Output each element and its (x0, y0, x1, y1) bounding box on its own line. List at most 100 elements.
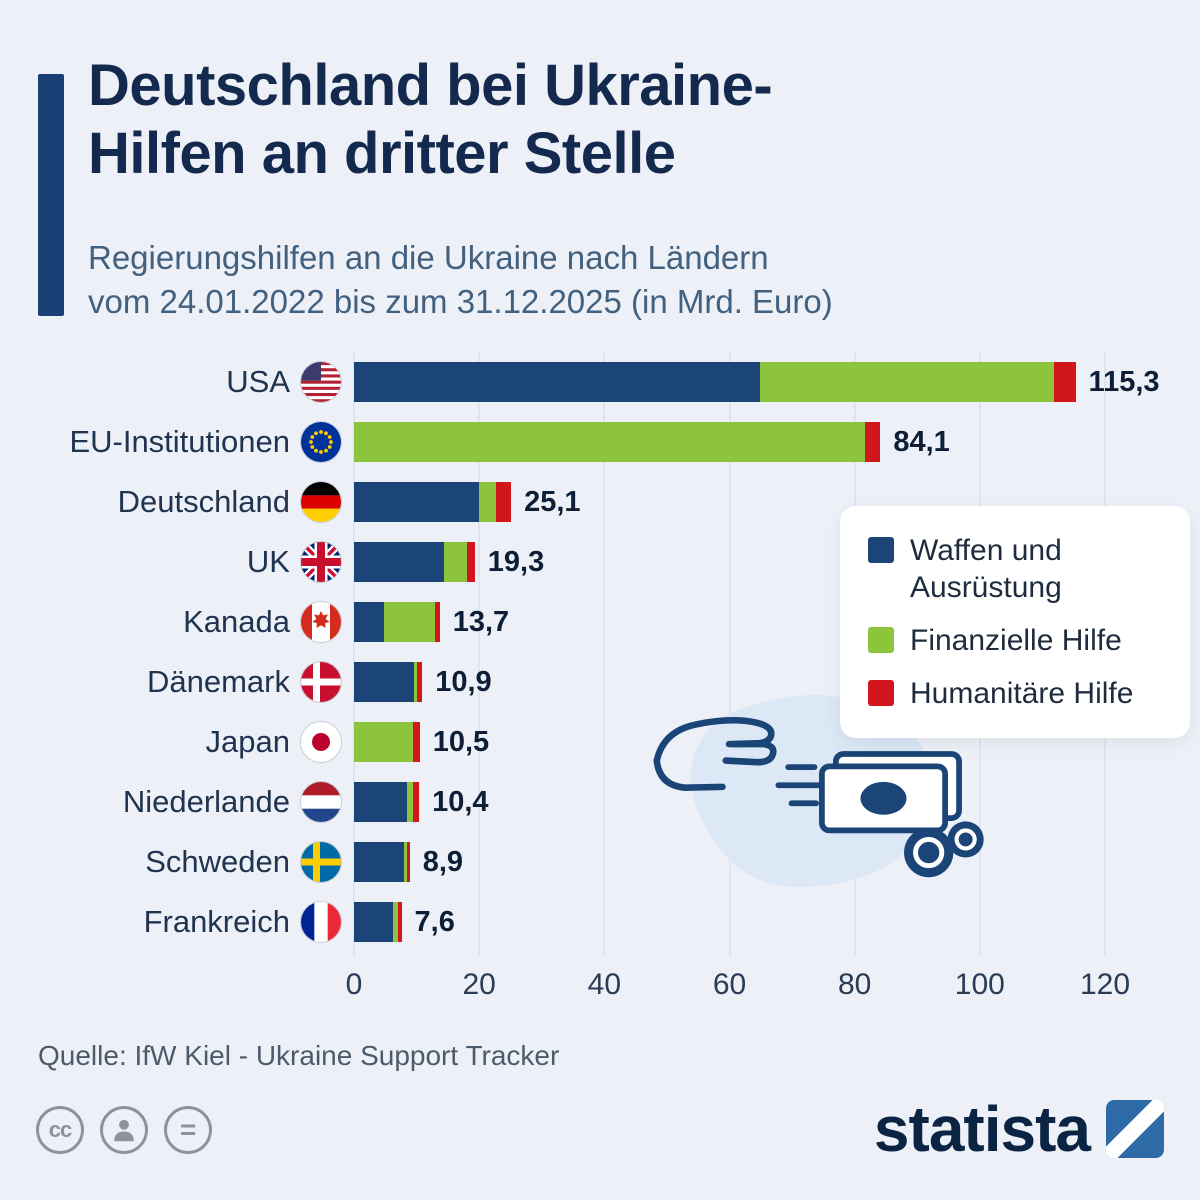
bar-segment (354, 902, 394, 942)
row-daenemark: Dänemark 10,9 (20, 652, 1105, 712)
bar-segment (354, 842, 405, 882)
bar-track: 10,4 (354, 772, 1105, 832)
bar-segment (354, 362, 760, 402)
bar-value-label: 115,3 (1088, 365, 1160, 398)
no-derivatives-icon[interactable]: = (164, 1106, 212, 1154)
x-tick-label: 0 (345, 968, 363, 1001)
statista-wordmark: statista (873, 1093, 1091, 1165)
row-kanada: Kanada 13,7 (20, 592, 1105, 652)
denmark-flag-icon (300, 661, 342, 703)
bar-value-label: 25,1 (524, 485, 581, 518)
bar-segment (864, 422, 881, 462)
bar-value-label: 10,4 (432, 785, 489, 818)
x-tick-label: 40 (587, 968, 622, 1001)
bar-track: 8,9 (354, 832, 1105, 892)
country-label: Schweden (145, 844, 290, 879)
bar-track: 7,6 (354, 892, 1105, 952)
subtitle-line2: vom 24.01.2022 bis zum 31.12.2025 (in Mr… (88, 283, 833, 320)
row-frankreich: Frankreich 7,6 (20, 892, 1105, 952)
bar-value-label: 7,6 (414, 905, 455, 938)
bar-segment (354, 542, 445, 582)
japan-flag-icon (300, 721, 342, 763)
country-label: Kanada (183, 604, 290, 639)
bar-track: 10,5 (354, 712, 1105, 772)
bar-segment (414, 662, 418, 702)
bar-track: 25,1 (354, 472, 1105, 532)
legend-label: Finanzielle Hilfe (910, 624, 1122, 657)
subtitle: Regierungshilfen an die Ukraine nach Län… (88, 236, 833, 324)
france-flag-icon (300, 901, 342, 943)
bar-track: 19,3 (354, 532, 1105, 592)
creative-commons-icon[interactable]: cc (36, 1106, 84, 1154)
row-usa: USA 115,3 (20, 352, 1160, 412)
bar-segment (354, 602, 385, 642)
page-title: Deutschland bei Ukraine- Hilfen an dritt… (88, 52, 773, 188)
legend-item-humanitarian: Humanitäre Hilfe (868, 675, 1162, 712)
row-niederlande: Niederlande 10,4 (20, 772, 1105, 832)
country-label: EU-Institutionen (69, 424, 290, 459)
legend-swatch-blue (868, 537, 894, 563)
bar-value-label: 13,7 (452, 605, 510, 638)
statista-logo[interactable]: statista (874, 1092, 1164, 1166)
netherlands-flag-icon (300, 781, 342, 823)
bar-track: 10,9 (354, 652, 1105, 712)
sweden-flag-icon (300, 841, 342, 883)
usa-flag-icon (300, 361, 342, 403)
bar-segment (467, 542, 475, 582)
row-eu: EU-Institutionen 84,1 (20, 412, 1105, 472)
title-line2: Hilfen an dritter Stelle (88, 121, 676, 186)
bar-track: 115,3 (354, 352, 1160, 412)
bar-segment (417, 662, 423, 702)
legend-label: Waffen und Ausrüstung (910, 534, 1062, 604)
title-accent-bar (38, 74, 64, 316)
attribution-person-icon[interactable] (100, 1106, 148, 1154)
title-line1: Deutschland bei Ukraine- (88, 53, 773, 118)
bar-segment (354, 422, 865, 462)
bar-segment (759, 362, 1054, 402)
bar-segment (406, 842, 410, 882)
bar-segment (496, 482, 512, 522)
eu-flag-icon (300, 421, 342, 463)
subtitle-line1: Regierungshilfen an die Ukraine nach Län… (88, 239, 769, 276)
country-label: Japan (205, 724, 290, 759)
bar-segment (354, 662, 415, 702)
hand-giving-money-icon (653, 695, 984, 888)
license-icons: cc = (36, 1106, 212, 1154)
legend: Waffen und Ausrüstung Finanzielle Hilfe … (840, 506, 1190, 738)
bar-value-label: 8,9 (422, 845, 464, 878)
bar-segment (412, 782, 420, 822)
bar-value-label: 19,3 (487, 545, 545, 578)
germany-flag-icon (300, 481, 342, 523)
uk-flag-icon (300, 541, 342, 583)
x-tick-label: 60 (712, 968, 747, 1001)
row-uk: UK 19,3 (20, 532, 1105, 592)
bar-segment (354, 482, 480, 522)
x-tick-label: 100 (954, 968, 1005, 1001)
row-schweden: Schweden 8,9 (20, 832, 1105, 892)
bar-track: 13,7 (354, 592, 1105, 652)
bar-segment (435, 602, 440, 642)
legend-item-financial: Finanzielle Hilfe (868, 622, 1162, 659)
bar-value-label: 84,1 (893, 425, 950, 458)
legend-swatch-red (868, 680, 894, 706)
bar-segment (398, 902, 402, 942)
bar-segment (1053, 362, 1076, 402)
bar-segment (479, 482, 497, 522)
bar-segment (354, 782, 408, 822)
bar-rows: USA 115,3 EU-Institutionen 84,1 Deutschl… (20, 352, 1160, 952)
bar-value-label: 10,9 (435, 665, 492, 698)
country-label: Dänemark (147, 664, 290, 699)
country-label: UK (246, 544, 290, 579)
legend-swatch-green (868, 627, 894, 653)
country-label: Deutschland (117, 484, 290, 519)
row-deutschland: Deutschland 25,1 (20, 472, 1105, 532)
bar-segment (393, 902, 399, 942)
canada-flag-icon (300, 601, 342, 643)
source-note: Quelle: IfW Kiel - Ukraine Support Track… (38, 1040, 560, 1071)
bar-segment (407, 782, 413, 822)
country-label: USA (226, 364, 290, 399)
bar-segment (384, 602, 436, 642)
bar-track: 84,1 (354, 412, 1105, 472)
row-japan: Japan 10,5 (20, 712, 1105, 772)
bar-value-label: 10,5 (432, 725, 490, 758)
